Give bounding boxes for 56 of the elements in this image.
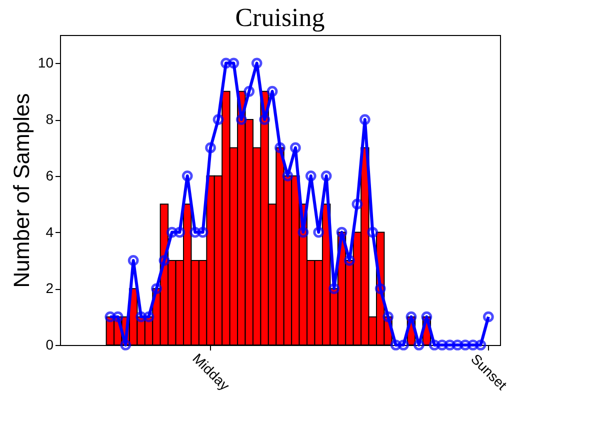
point xyxy=(382,311,394,322)
y-tick-label: 2 xyxy=(46,280,54,296)
point xyxy=(406,311,417,322)
point xyxy=(444,340,456,350)
point xyxy=(143,311,154,322)
point xyxy=(174,226,186,238)
point xyxy=(374,283,386,294)
point xyxy=(244,86,255,97)
point xyxy=(259,114,270,125)
chart-title: Cruising xyxy=(235,3,325,32)
point xyxy=(352,198,363,210)
point xyxy=(359,114,370,125)
point xyxy=(367,226,378,238)
point xyxy=(205,142,216,154)
point xyxy=(313,226,324,238)
point xyxy=(266,86,278,97)
point xyxy=(298,226,309,238)
point xyxy=(344,255,355,266)
point xyxy=(166,226,178,238)
y-tick-label: 10 xyxy=(38,54,54,71)
y-axis-title: Number of Samples xyxy=(8,93,34,288)
y-tick-label: 0 xyxy=(46,336,54,352)
point xyxy=(236,114,247,125)
point xyxy=(190,226,201,238)
point xyxy=(128,255,139,266)
point xyxy=(305,170,316,182)
point xyxy=(414,340,424,350)
point xyxy=(182,170,193,182)
point xyxy=(336,226,348,238)
point xyxy=(421,311,432,322)
point xyxy=(428,340,440,350)
point xyxy=(136,311,146,322)
y-tick-label: 4 xyxy=(46,224,54,240)
point xyxy=(251,58,262,69)
point xyxy=(212,114,224,125)
point xyxy=(228,58,240,69)
point xyxy=(197,226,208,238)
point xyxy=(220,58,232,69)
point xyxy=(328,283,340,294)
point xyxy=(390,340,402,350)
point xyxy=(274,142,286,154)
y-tick-label: 6 xyxy=(46,167,54,184)
point xyxy=(290,142,301,154)
point xyxy=(112,311,124,322)
point xyxy=(282,170,294,182)
point xyxy=(120,340,132,350)
point xyxy=(158,255,170,266)
point xyxy=(475,340,486,350)
y-tick-label: 8 xyxy=(46,111,54,128)
point xyxy=(460,340,471,350)
point xyxy=(452,340,463,350)
point xyxy=(398,340,409,350)
point xyxy=(468,340,478,350)
point xyxy=(320,170,332,182)
point xyxy=(151,283,162,294)
point xyxy=(436,340,448,350)
